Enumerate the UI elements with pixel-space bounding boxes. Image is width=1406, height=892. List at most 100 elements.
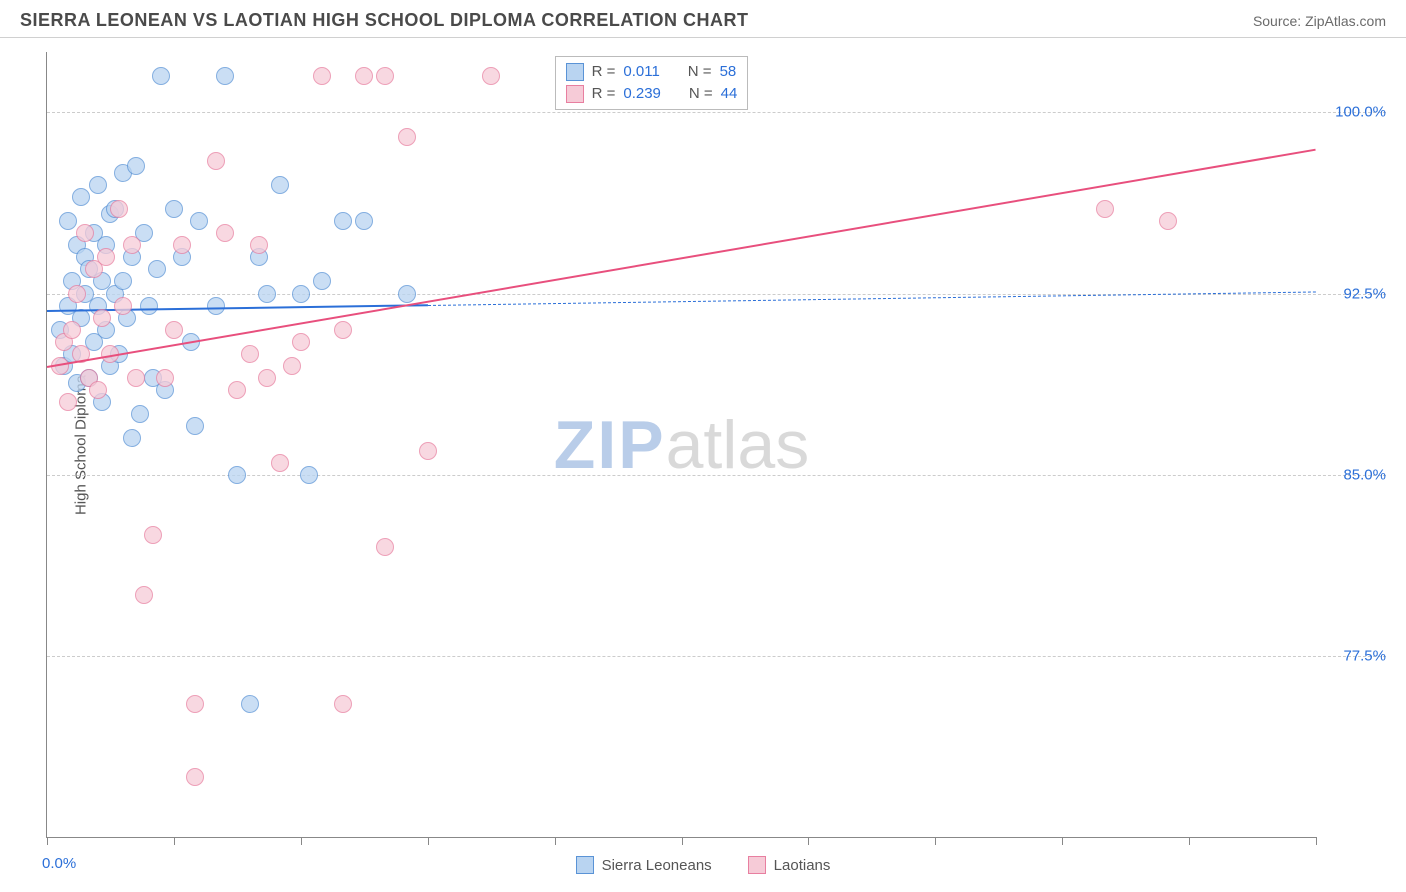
data-point bbox=[334, 695, 352, 713]
legend-label: Laotians bbox=[774, 857, 831, 874]
series-legend: Sierra Leoneans Laotians bbox=[0, 856, 1406, 878]
data-point bbox=[123, 429, 141, 447]
r-value: 0.011 bbox=[623, 61, 659, 83]
data-point bbox=[97, 248, 115, 266]
watermark: ZIPatlas bbox=[554, 406, 809, 484]
data-point bbox=[190, 212, 208, 230]
data-point bbox=[186, 695, 204, 713]
chart-title: SIERRA LEONEAN VS LAOTIAN HIGH SCHOOL DI… bbox=[20, 10, 749, 31]
x-tick bbox=[1062, 837, 1063, 845]
data-point bbox=[241, 695, 259, 713]
data-point bbox=[135, 586, 153, 604]
data-point bbox=[228, 466, 246, 484]
data-point bbox=[258, 369, 276, 387]
data-point bbox=[292, 333, 310, 351]
data-point bbox=[207, 152, 225, 170]
data-point bbox=[355, 67, 373, 85]
data-point bbox=[93, 309, 111, 327]
data-point bbox=[165, 200, 183, 218]
trend-line bbox=[47, 149, 1316, 368]
data-point bbox=[228, 381, 246, 399]
y-axis-label: High School Diploma bbox=[73, 374, 90, 514]
y-tick-label: 85.0% bbox=[1322, 466, 1386, 483]
data-point bbox=[207, 297, 225, 315]
data-point bbox=[148, 260, 166, 278]
data-point bbox=[127, 157, 145, 175]
data-point bbox=[186, 417, 204, 435]
x-tick bbox=[428, 837, 429, 845]
data-point bbox=[313, 67, 331, 85]
data-point bbox=[123, 236, 141, 254]
correlation-legend: R = 0.011 N = 58 R = 0.239 N = 44 bbox=[555, 56, 749, 110]
data-point bbox=[1159, 212, 1177, 230]
x-tick bbox=[47, 837, 48, 845]
legend-swatch bbox=[566, 63, 584, 81]
legend-row: R = 0.239 N = 44 bbox=[566, 83, 738, 105]
data-point bbox=[72, 188, 90, 206]
data-point bbox=[1096, 200, 1114, 218]
chart-header: SIERRA LEONEAN VS LAOTIAN HIGH SCHOOL DI… bbox=[0, 0, 1406, 38]
data-point bbox=[89, 381, 107, 399]
data-point bbox=[376, 538, 394, 556]
data-point bbox=[68, 285, 86, 303]
data-point bbox=[152, 67, 170, 85]
data-point bbox=[241, 345, 259, 363]
data-point bbox=[59, 212, 77, 230]
r-label: R = bbox=[592, 61, 616, 83]
data-point bbox=[165, 321, 183, 339]
gridline bbox=[47, 475, 1386, 476]
data-point bbox=[140, 297, 158, 315]
data-point bbox=[258, 285, 276, 303]
y-tick-label: 92.5% bbox=[1322, 285, 1386, 302]
data-point bbox=[300, 466, 318, 484]
source-label: Source: ZipAtlas.com bbox=[1253, 13, 1386, 29]
data-point bbox=[144, 526, 162, 544]
data-point bbox=[89, 176, 107, 194]
legend-swatch bbox=[748, 856, 766, 874]
data-point bbox=[59, 393, 77, 411]
data-point bbox=[313, 272, 331, 290]
scatter-plot: High School Diploma ZIPatlas R = 0.011 N =… bbox=[46, 52, 1316, 838]
data-point bbox=[173, 236, 191, 254]
legend-swatch bbox=[566, 85, 584, 103]
n-label: N = bbox=[688, 61, 712, 83]
n-value: 44 bbox=[721, 83, 738, 105]
n-value: 58 bbox=[720, 61, 737, 83]
legend-row: R = 0.011 N = 58 bbox=[566, 61, 738, 83]
watermark-suffix: atlas bbox=[666, 407, 810, 483]
data-point bbox=[271, 454, 289, 472]
data-point bbox=[110, 200, 128, 218]
data-point bbox=[76, 224, 94, 242]
x-tick bbox=[301, 837, 302, 845]
n-label: N = bbox=[689, 83, 713, 105]
data-point bbox=[334, 321, 352, 339]
y-tick-label: 100.0% bbox=[1322, 104, 1386, 121]
data-point bbox=[292, 285, 310, 303]
legend-swatch bbox=[576, 856, 594, 874]
r-value: 0.239 bbox=[623, 83, 661, 105]
r-label: R = bbox=[592, 83, 616, 105]
data-point bbox=[398, 128, 416, 146]
x-tick bbox=[1316, 837, 1317, 845]
data-point bbox=[156, 369, 174, 387]
data-point bbox=[355, 212, 373, 230]
data-point bbox=[216, 224, 234, 242]
x-tick bbox=[1189, 837, 1190, 845]
plot-area: High School Diploma ZIPatlas R = 0.011 N =… bbox=[46, 52, 1386, 838]
data-point bbox=[271, 176, 289, 194]
data-point bbox=[482, 67, 500, 85]
x-tick bbox=[935, 837, 936, 845]
data-point bbox=[398, 285, 416, 303]
data-point bbox=[376, 67, 394, 85]
data-point bbox=[186, 768, 204, 786]
data-point bbox=[283, 357, 301, 375]
gridline bbox=[47, 112, 1386, 113]
data-point bbox=[114, 272, 132, 290]
y-tick-label: 77.5% bbox=[1322, 647, 1386, 664]
x-tick bbox=[682, 837, 683, 845]
legend-item: Sierra Leoneans bbox=[576, 856, 712, 874]
legend-label: Sierra Leoneans bbox=[602, 857, 712, 874]
x-tick bbox=[174, 837, 175, 845]
data-point bbox=[63, 321, 81, 339]
data-point bbox=[216, 67, 234, 85]
